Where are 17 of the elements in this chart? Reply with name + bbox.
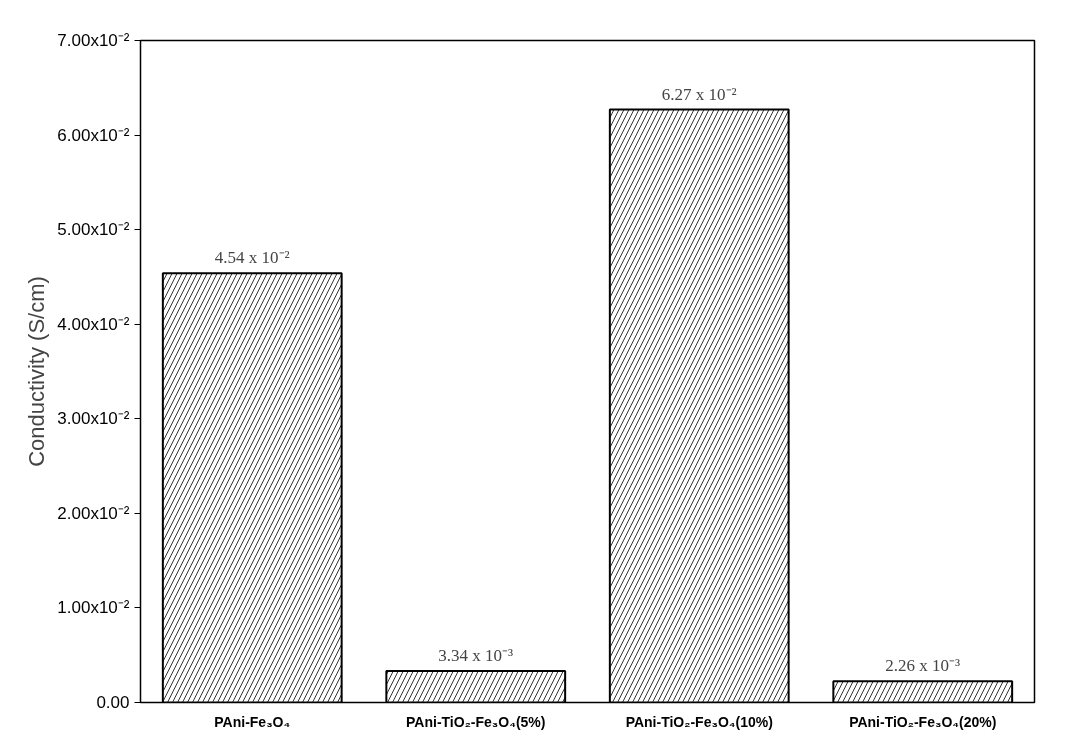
data-label: 4.54 x 10⁻² xyxy=(214,248,290,268)
y-tick-label: 4.00x10⁻² xyxy=(57,314,130,334)
y-tick-label: 0.00 xyxy=(96,693,130,712)
y-tick-label: 2.00x10⁻² xyxy=(57,503,130,523)
x-tick-label: PAni-TiO₂-Fe₃O₄(20%) xyxy=(849,713,997,730)
data-label: 6.27 x 10⁻² xyxy=(661,84,737,104)
y-tick-label: 5.00x10⁻² xyxy=(57,220,130,240)
data-label: 2.26 x 10⁻³ xyxy=(885,656,961,676)
y-tick-label: 1.00x10⁻² xyxy=(57,598,130,618)
x-tick-label: PAni-TiO₂-Fe₃O₄(10%) xyxy=(625,713,773,730)
y-tick-label: 6.00x10⁻² xyxy=(57,125,130,145)
y-tick-label: 3.00x10⁻² xyxy=(57,409,130,429)
y-tick-label: 7.00x10⁻² xyxy=(57,31,130,50)
y-axis-title: Conductivity (S/cm) xyxy=(24,276,50,467)
data-label: 3.34 x 10⁻³ xyxy=(438,645,514,665)
x-tick-label: PAni-Fe₃O₄ xyxy=(214,713,291,730)
x-tick-label: PAni-TiO₂-Fe₃O₄(5%) xyxy=(406,713,546,730)
